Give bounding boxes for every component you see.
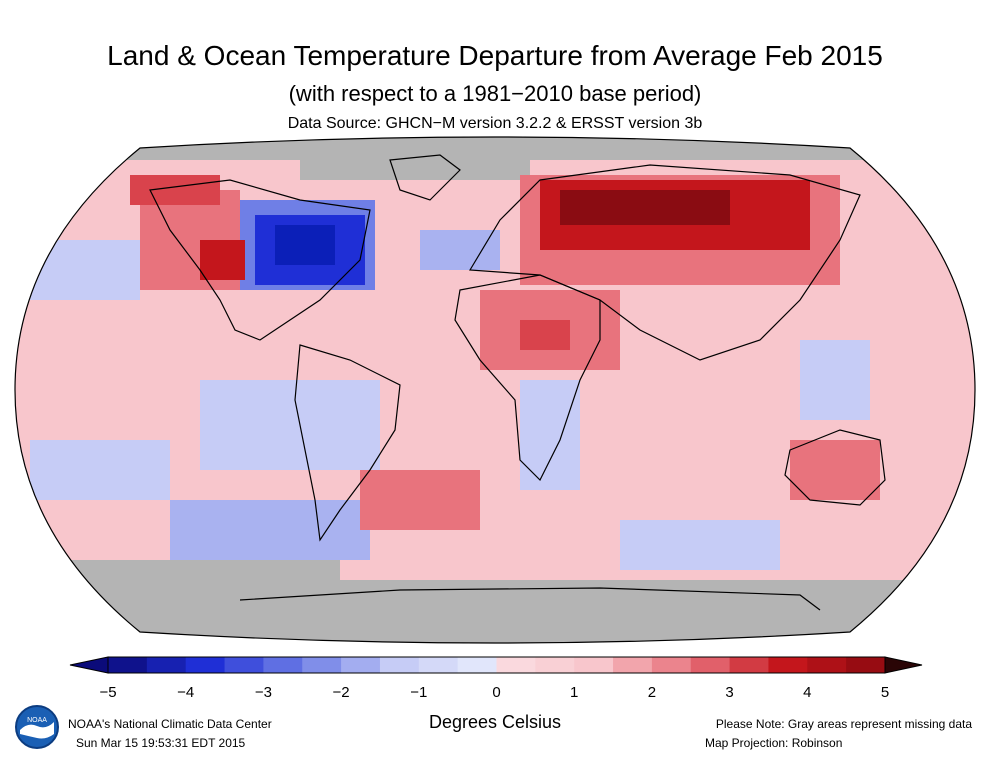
- credit-line-1: NOAA's National Climatic Data Center: [68, 717, 272, 731]
- colorbar-cell: [729, 657, 769, 673]
- colorbar-label: Degrees Celsius: [428, 712, 562, 732]
- cool-pacific-sw: [170, 500, 370, 560]
- colorbar-arrow-hot: [884, 656, 923, 674]
- colorbar-cell: [613, 657, 653, 673]
- cool-atlantic-n: [420, 230, 500, 270]
- hot-west-us: [200, 240, 245, 280]
- noaa-logo-icon: NOAA: [15, 705, 59, 749]
- warm-alaska: [130, 175, 220, 205]
- colorbar-tick: −4: [177, 684, 195, 701]
- colorbar-cell: [263, 657, 303, 673]
- colorbar-cell: [224, 657, 264, 673]
- colorbar-cell: [807, 657, 847, 673]
- colorbar-tick: 5: [880, 684, 890, 701]
- svg-text:NOAA: NOAA: [27, 717, 47, 724]
- map-title: Land & Ocean Temperature Departure from …: [107, 40, 883, 71]
- warm-south-atlantic: [360, 470, 480, 530]
- colorbar-cell: [535, 657, 575, 673]
- colorbar-cell: [418, 657, 459, 673]
- cool-south-africa: [520, 380, 580, 490]
- cool-indian-s: [620, 520, 780, 570]
- greenland-outline: [389, 154, 461, 201]
- credit-line-2: Sun Mar 15 19:53:31 EDT 2015: [76, 736, 246, 750]
- colorbar-tick: −3: [254, 684, 272, 701]
- hot-sahel: [520, 320, 570, 350]
- colorbar-cell: [496, 657, 536, 673]
- warm-australia: [790, 440, 880, 500]
- cool-pacific-s: [30, 440, 170, 500]
- north-america-outline: [149, 179, 371, 341]
- colorbar-cell: [146, 657, 187, 673]
- colorbar-cell: [574, 657, 614, 673]
- colorbar-tick: 3: [725, 684, 734, 701]
- cool-pacific-w: [800, 340, 870, 420]
- data-source: Data Source: GHCN−M version 3.2.2 & ERSS…: [287, 115, 703, 132]
- colorbar-cell: [108, 657, 148, 673]
- colorbar-tick: −5: [99, 684, 117, 701]
- colorbar-border: [107, 656, 886, 674]
- colorbar-cell: [846, 657, 886, 673]
- colorbar-arrow-cold: [69, 656, 109, 674]
- colorbar-cell: [457, 657, 497, 673]
- cool-pacific-e: [200, 380, 380, 470]
- colorbar-tick: 0: [492, 684, 501, 701]
- colorbar-cell: [302, 657, 342, 673]
- globe-border: [14, 136, 976, 644]
- colorbar-tick: 1: [570, 684, 579, 701]
- missing-antarctica: [15, 580, 975, 643]
- missing-greenland-area: [300, 140, 530, 180]
- colorbar-cell: [341, 657, 381, 673]
- cold-core: [275, 225, 335, 265]
- colorbar-cell: [651, 657, 692, 673]
- colorbar-cell: [185, 657, 226, 673]
- colorbar-tick: −2: [332, 684, 350, 701]
- antarctica-outline: [239, 587, 821, 611]
- missing-data-note: Please Note: Gray areas represent missin…: [715, 717, 972, 731]
- eurasia-outline: [468, 164, 861, 361]
- colorbar-tick: 2: [647, 684, 657, 701]
- hot-core-siberia: [560, 190, 730, 225]
- colorbar-cell: [768, 657, 808, 673]
- map-subtitle: (with respect to a 1981−2010 base period…: [288, 81, 702, 106]
- australia-outline: [784, 429, 886, 506]
- projection-note: Map Projection: Robinson: [705, 736, 843, 750]
- colorbar-tick: 4: [803, 684, 812, 701]
- coastlines: [149, 154, 886, 611]
- colorbar-cell: [379, 657, 420, 673]
- colorbar-cell: [690, 657, 731, 673]
- south-america-outline: [294, 344, 401, 542]
- colorbar-tick: −1: [410, 684, 428, 701]
